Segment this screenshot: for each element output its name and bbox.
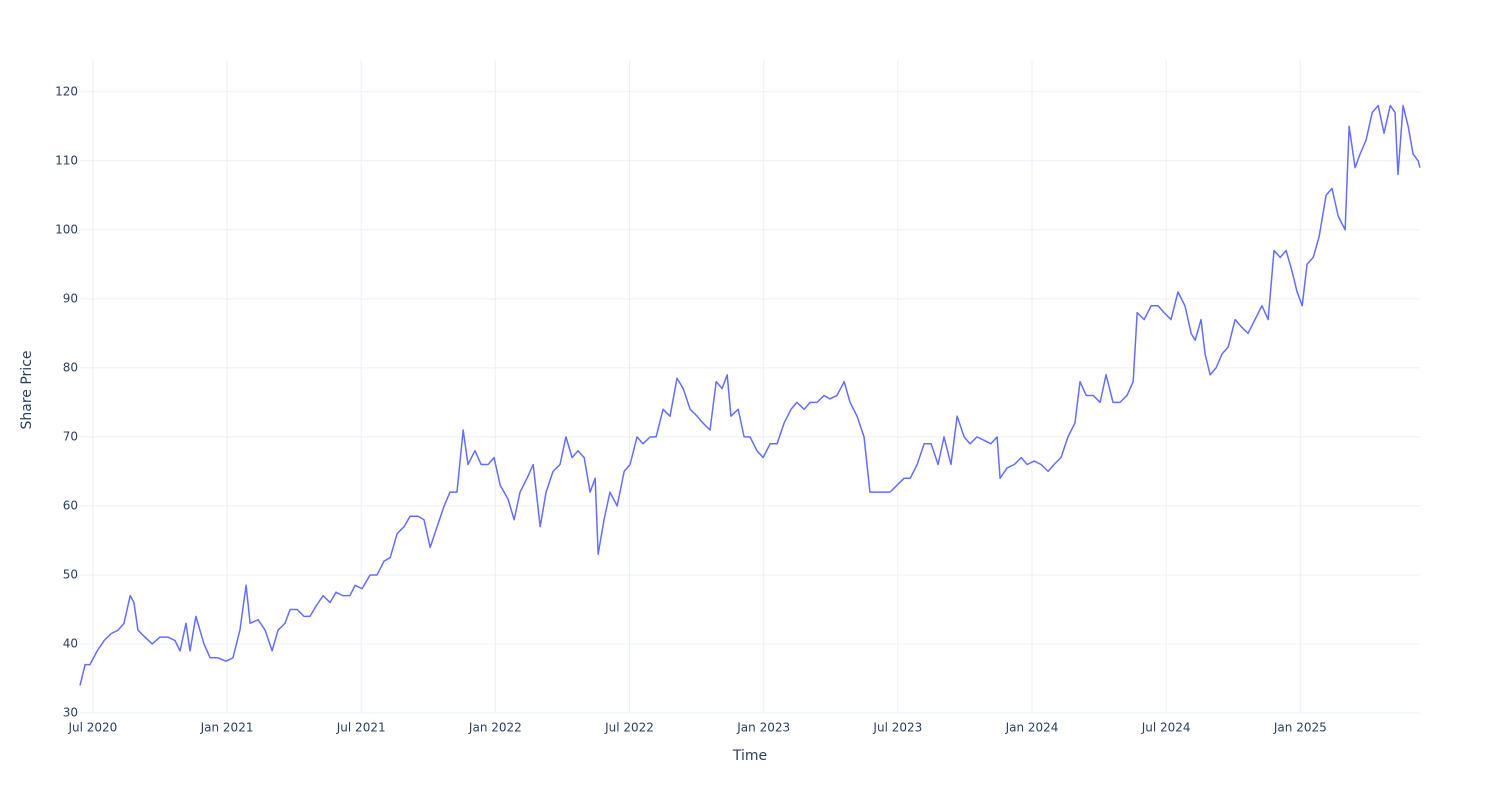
y-tick-label: 30 (63, 706, 78, 720)
x-tick-label: Jan 2024 (1005, 721, 1059, 735)
y-axis-title: Share Price (19, 350, 35, 429)
x-tick-label: Jul 2020 (67, 721, 117, 735)
x-axis-title: Time (732, 748, 767, 764)
x-tick-label: Jan 2023 (736, 721, 790, 735)
x-tick-label: Jul 2024 (1141, 721, 1191, 735)
y-tick-label: 90 (63, 291, 78, 305)
y-tick-label: 50 (63, 567, 78, 581)
y-tick-label: 80 (63, 360, 78, 374)
x-tick-label: Jul 2021 (336, 721, 386, 735)
y-tick-label: 100 (55, 222, 78, 236)
price-line (79, 104, 1421, 686)
x-tick-label: Jan 2025 (1273, 721, 1327, 735)
x-tick-label: Jan 2022 (468, 721, 522, 735)
y-tick-label: 40 (63, 636, 78, 650)
y-tick-label: 110 (55, 153, 78, 167)
x-tick-label: Jul 2022 (604, 721, 654, 735)
y-tick-label: 120 (55, 84, 78, 98)
x-tick-label: Jul 2023 (872, 721, 922, 735)
y-tick-label: 70 (63, 429, 78, 443)
x-tick-label: Jan 2021 (200, 721, 254, 735)
y-tick-label: 60 (63, 498, 78, 512)
